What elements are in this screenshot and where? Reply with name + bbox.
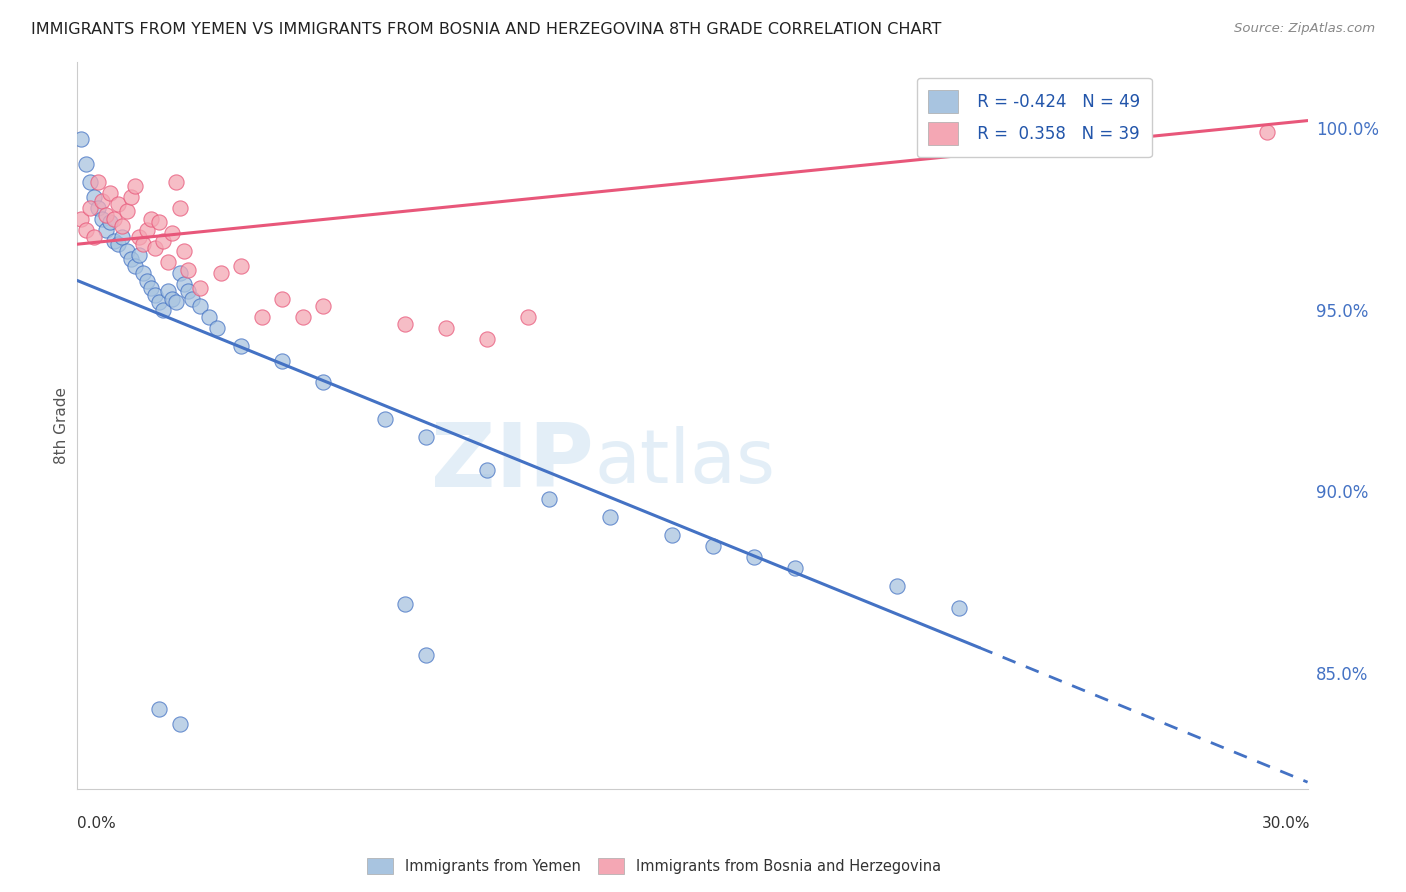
Point xyxy=(79,201,101,215)
Point xyxy=(250,310,273,324)
Point xyxy=(111,230,134,244)
Point xyxy=(886,579,908,593)
Point xyxy=(148,215,170,229)
Point xyxy=(70,211,93,226)
Point xyxy=(152,234,174,248)
Point xyxy=(148,702,170,716)
Point xyxy=(271,292,294,306)
Point xyxy=(1256,124,1278,138)
Point xyxy=(156,285,179,299)
Point xyxy=(115,244,138,259)
Point xyxy=(90,211,114,226)
Point xyxy=(394,317,416,331)
Point xyxy=(181,292,204,306)
Point xyxy=(94,222,117,236)
Point xyxy=(75,157,97,171)
Point xyxy=(160,227,183,241)
Point xyxy=(128,230,150,244)
Point xyxy=(415,648,437,662)
Point xyxy=(599,509,621,524)
Point xyxy=(394,597,416,611)
Point xyxy=(169,266,191,280)
Point xyxy=(948,600,970,615)
Text: Source: ZipAtlas.com: Source: ZipAtlas.com xyxy=(1234,22,1375,36)
Legend:  R = -0.424   N = 49,  R =  0.358   N = 39: R = -0.424 N = 49, R = 0.358 N = 39 xyxy=(917,78,1152,157)
Point xyxy=(87,201,110,215)
Point xyxy=(111,219,134,233)
Point xyxy=(312,299,335,313)
Point xyxy=(537,491,560,506)
Point xyxy=(742,549,765,564)
Point xyxy=(165,295,187,310)
Point xyxy=(152,302,174,317)
Point xyxy=(173,277,195,292)
Point xyxy=(160,292,183,306)
Point xyxy=(148,295,170,310)
Point xyxy=(177,262,200,277)
Point xyxy=(132,266,155,280)
Point xyxy=(169,717,191,731)
Text: atlas: atlas xyxy=(595,425,775,499)
Point xyxy=(374,411,396,425)
Point xyxy=(205,320,228,334)
Point xyxy=(107,237,129,252)
Point xyxy=(103,234,125,248)
Point xyxy=(197,310,219,324)
Point xyxy=(477,462,499,476)
Text: 30.0%: 30.0% xyxy=(1263,816,1310,830)
Point xyxy=(173,244,195,259)
Point xyxy=(79,175,101,189)
Point xyxy=(177,285,200,299)
Point xyxy=(156,255,179,269)
Point xyxy=(477,332,499,346)
Point xyxy=(83,190,105,204)
Point xyxy=(132,237,155,252)
Point xyxy=(165,175,187,189)
Point xyxy=(94,208,117,222)
Point xyxy=(141,211,163,226)
Point xyxy=(169,201,191,215)
Point xyxy=(188,299,212,313)
Point xyxy=(75,222,97,236)
Point xyxy=(136,222,159,236)
Point xyxy=(415,430,437,444)
Point xyxy=(87,175,110,189)
Point xyxy=(90,194,114,208)
Point xyxy=(70,132,93,146)
Point xyxy=(312,376,335,390)
Point xyxy=(136,274,159,288)
Point xyxy=(702,539,724,553)
Point xyxy=(517,310,540,324)
Y-axis label: 8th Grade: 8th Grade xyxy=(53,387,69,465)
Point xyxy=(124,179,146,194)
Point xyxy=(231,259,253,273)
Point xyxy=(124,259,146,273)
Text: ZIP: ZIP xyxy=(432,418,595,506)
Point xyxy=(661,528,683,542)
Point xyxy=(231,339,253,353)
Point xyxy=(98,215,121,229)
Point xyxy=(120,190,142,204)
Point xyxy=(128,248,150,262)
Point xyxy=(115,204,138,219)
Point xyxy=(120,252,142,266)
Text: IMMIGRANTS FROM YEMEN VS IMMIGRANTS FROM BOSNIA AND HERZEGOVINA 8TH GRADE CORREL: IMMIGRANTS FROM YEMEN VS IMMIGRANTS FROM… xyxy=(31,22,941,37)
Point xyxy=(291,310,314,324)
Point xyxy=(783,560,806,574)
Point xyxy=(271,353,294,368)
Point xyxy=(103,211,125,226)
Point xyxy=(98,186,121,201)
Point xyxy=(143,288,166,302)
Point xyxy=(143,241,166,255)
Legend: Immigrants from Yemen, Immigrants from Bosnia and Herzegovina: Immigrants from Yemen, Immigrants from B… xyxy=(361,852,946,880)
Text: 0.0%: 0.0% xyxy=(77,816,117,830)
Point xyxy=(436,320,458,334)
Point xyxy=(107,197,129,211)
Point xyxy=(83,230,105,244)
Point xyxy=(209,266,232,280)
Point xyxy=(188,281,212,295)
Point xyxy=(141,281,163,295)
